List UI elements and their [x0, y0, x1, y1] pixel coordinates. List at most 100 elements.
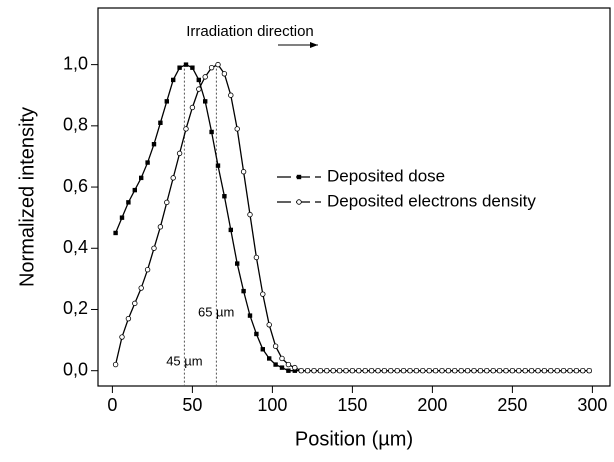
- data-point: [285, 361, 292, 368]
- data-point: [209, 129, 214, 135]
- data-point: [228, 92, 234, 98]
- data-point: [317, 367, 324, 374]
- data-point: [228, 227, 233, 233]
- data-point: [247, 313, 253, 318]
- data-point: [573, 367, 580, 374]
- data-point: [176, 150, 183, 157]
- data-point: [113, 230, 118, 236]
- data-point: [516, 367, 522, 374]
- data-point: [241, 288, 246, 294]
- data-point: [266, 322, 272, 328]
- data-point: [215, 61, 221, 68]
- data-point: [496, 367, 503, 374]
- data-point: [439, 367, 445, 374]
- data-point: [273, 362, 278, 367]
- y-tick-label: 0,2: [63, 298, 88, 318]
- data-point: [388, 367, 394, 374]
- data-point: [560, 367, 567, 374]
- data-point: [254, 331, 259, 337]
- y-tick-label: 0,8: [63, 115, 88, 135]
- data-point: [139, 175, 144, 181]
- data-point: [138, 285, 144, 291]
- series-line: [114, 63, 590, 372]
- y-tick-label: 0,4: [63, 237, 88, 257]
- annotation: Irradiation direction: [186, 23, 314, 40]
- data-point: [541, 367, 548, 374]
- data-point: [586, 367, 592, 374]
- data-point: [235, 261, 240, 266]
- data-point: [349, 367, 356, 374]
- data-point: [145, 160, 150, 165]
- data-point: [196, 77, 201, 83]
- data-point: [196, 86, 202, 92]
- data-point: [375, 367, 381, 374]
- data-point: [202, 74, 208, 80]
- legend-marker: [296, 174, 302, 180]
- data-point: [183, 126, 189, 132]
- data-point: [567, 367, 573, 374]
- data-point: [368, 367, 375, 374]
- data-point: [240, 169, 247, 175]
- data-point: [171, 77, 176, 83]
- data-point: [452, 367, 458, 374]
- data-point: [298, 367, 304, 374]
- y-tick-label: 1,0: [63, 53, 88, 73]
- data-point: [464, 367, 471, 374]
- data-point: [413, 367, 420, 374]
- data-point: [260, 347, 265, 352]
- data-point: [215, 163, 221, 168]
- data-point: [286, 368, 291, 373]
- data-point: [177, 65, 182, 70]
- data-point: [477, 367, 484, 374]
- data-point: [304, 367, 311, 374]
- data-point: [132, 300, 138, 307]
- data-point: [503, 367, 509, 374]
- x-tick-label: 200: [417, 395, 447, 415]
- data-point: [189, 104, 196, 111]
- x-tick-label: 0: [107, 395, 117, 415]
- data-point: [580, 367, 586, 374]
- data-point: [279, 355, 285, 362]
- data-point: [535, 367, 541, 374]
- data-point: [432, 367, 439, 374]
- data-point: [119, 215, 125, 220]
- data-point: [356, 367, 362, 374]
- data-point: [132, 187, 137, 193]
- data-point: [336, 367, 343, 374]
- data-point: [426, 367, 432, 374]
- data-point: [490, 367, 496, 374]
- data-point: [119, 334, 125, 340]
- x-axis-label: Position (µm): [295, 428, 413, 450]
- plot-frame: [97, 7, 611, 387]
- data-point: [126, 200, 131, 205]
- data-point: [164, 199, 170, 206]
- data-point: [164, 99, 169, 104]
- legend-label: Deposited dose: [327, 166, 445, 185]
- reference-label: 65 µm: [198, 304, 234, 319]
- data-point: [125, 315, 132, 322]
- data-point: [260, 291, 266, 297]
- data-point: [381, 367, 388, 374]
- legend-label: Deposited electrons density: [327, 191, 536, 210]
- data-point: [170, 175, 176, 181]
- data-point: [222, 194, 227, 199]
- data-point: [445, 367, 452, 374]
- data-point: [548, 367, 554, 374]
- x-tick-label: 150: [337, 395, 367, 415]
- x-tick-label: 300: [577, 395, 607, 415]
- data-point: [509, 367, 516, 374]
- data-point: [292, 364, 298, 371]
- x-tick-label: 250: [497, 395, 527, 415]
- data-point: [394, 367, 400, 374]
- data-point: [112, 361, 119, 368]
- data-point: [221, 71, 228, 77]
- data-point: [362, 367, 368, 374]
- data-point: [522, 367, 528, 374]
- data-point: [311, 367, 317, 374]
- data-point: [272, 343, 279, 349]
- y-tick-label: 0,0: [63, 359, 88, 379]
- data-point: [267, 356, 272, 361]
- data-point: [528, 367, 535, 374]
- data-point: [471, 367, 477, 374]
- data-point: [183, 62, 189, 67]
